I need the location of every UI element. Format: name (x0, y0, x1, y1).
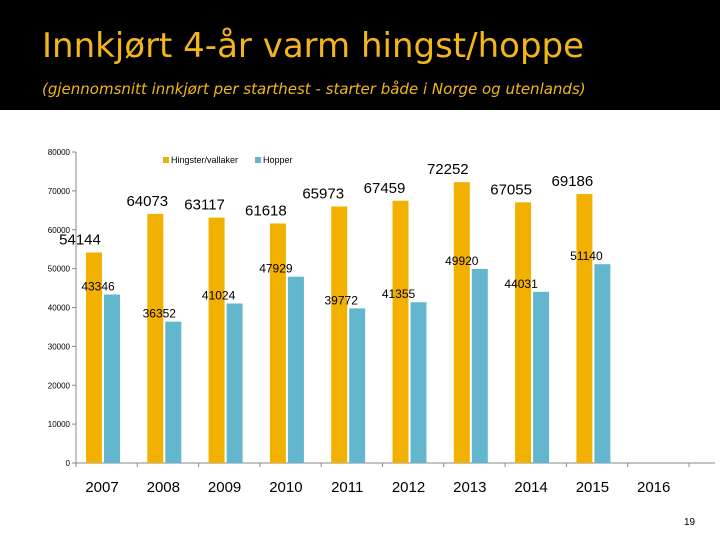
y-tick-label: 30000 (48, 342, 71, 351)
data-label: 41355 (382, 287, 416, 301)
slide-title: Innkjørt 4-år varm hingst/hoppe (42, 26, 585, 66)
bar-hingster (331, 206, 348, 463)
legend-label: Hopper (263, 155, 293, 165)
bar-hopper (349, 308, 366, 463)
bar-hopper (471, 268, 488, 463)
bar-hopper (287, 276, 304, 463)
title-banner: Innkjørt 4-år varm hingst/hoppe (gjennom… (0, 0, 720, 110)
x-tick-label: 2007 (85, 479, 118, 496)
bar-hopper (410, 302, 427, 463)
data-label: 44031 (504, 277, 538, 291)
bar-hopper (594, 264, 611, 463)
y-tick-label: 40000 (48, 304, 71, 313)
bar-hingster (515, 202, 532, 464)
x-tick-label: 2008 (147, 479, 180, 496)
bar-hingster (208, 217, 225, 463)
data-label: 51140 (570, 249, 603, 263)
y-tick-label: 10000 (48, 420, 71, 429)
slide-subtitle: (gjennomsnitt innkjørt per starthest - s… (42, 80, 586, 98)
bar-hingster (86, 252, 102, 463)
x-tick-label: 2009 (208, 479, 241, 496)
data-label: 49920 (445, 254, 479, 268)
bar-hopper (533, 291, 550, 463)
y-tick-label: 50000 (48, 265, 71, 274)
data-label: 64073 (126, 193, 168, 210)
data-label: 43346 (81, 279, 115, 293)
y-tick-label: 80000 (48, 148, 71, 157)
data-label: 54144 (59, 232, 101, 249)
x-tick-label: 2014 (514, 479, 547, 496)
y-tick-label: 60000 (48, 226, 71, 235)
bar-hingster (147, 213, 164, 463)
x-tick-label: 2016 (637, 479, 670, 496)
legend-swatch (255, 157, 261, 163)
y-tick-label: 70000 (48, 187, 71, 196)
data-label: 65973 (302, 186, 344, 203)
page-number: 19 (684, 517, 696, 528)
data-label: 47929 (259, 262, 293, 276)
x-tick-label: 2013 (453, 479, 486, 496)
data-label: 72252 (427, 161, 469, 178)
bar-hingster (269, 223, 286, 463)
legend-swatch (163, 157, 169, 163)
bar-hopper (104, 294, 120, 463)
bar-hingster (576, 194, 593, 463)
data-label: 63117 (184, 197, 225, 214)
legend-label: Hingster/vallaker (171, 155, 238, 165)
y-tick-label: 20000 (48, 381, 71, 390)
data-label: 61618 (245, 202, 287, 219)
bar-hingster (392, 200, 409, 463)
data-label: 67459 (364, 180, 406, 197)
x-tick-label: 2015 (576, 479, 609, 496)
x-tick-label: 2012 (392, 479, 425, 496)
data-label: 41024 (202, 289, 236, 303)
data-label: 69186 (552, 173, 594, 190)
bar-hingster (453, 182, 470, 463)
y-tick-label: 0 (66, 459, 71, 468)
data-label: 67055 (490, 181, 532, 198)
x-tick-label: 2010 (269, 479, 302, 496)
bar-hopper (165, 321, 182, 463)
bar-hopper (226, 303, 243, 463)
data-label: 39772 (325, 293, 359, 307)
x-tick-label: 2011 (331, 479, 363, 496)
data-label: 36352 (143, 307, 177, 321)
